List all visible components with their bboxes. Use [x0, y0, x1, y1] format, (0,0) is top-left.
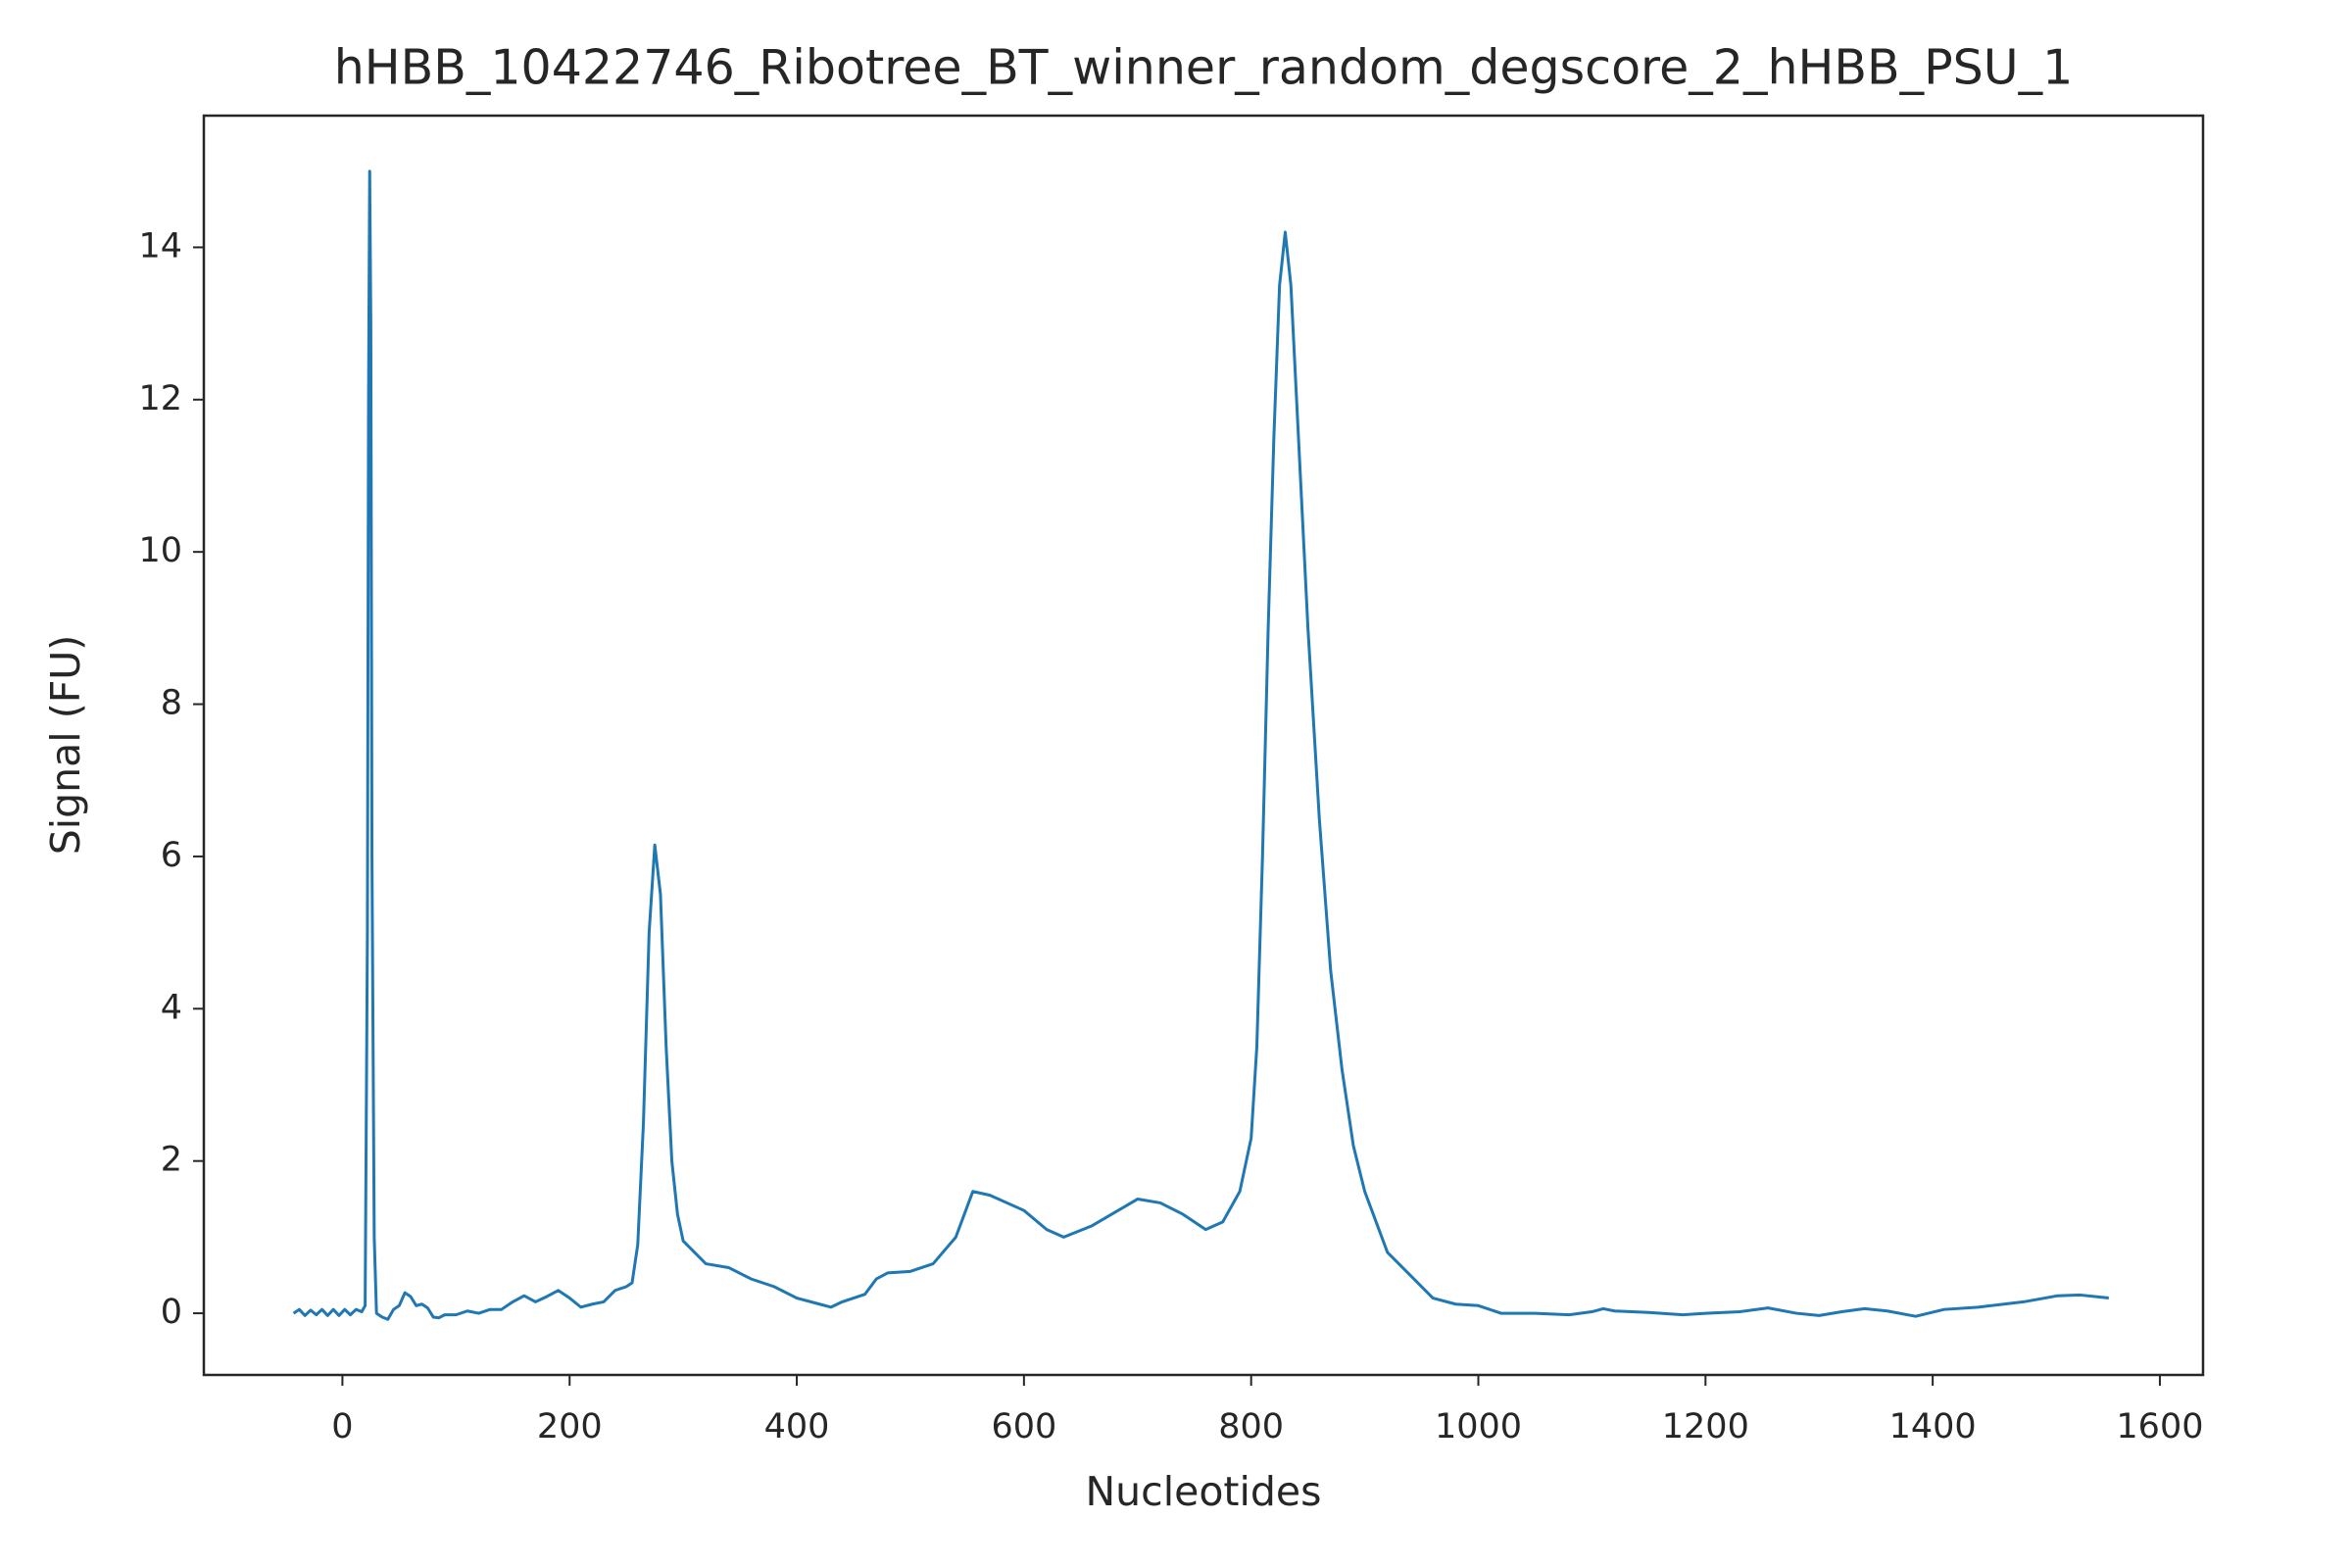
x-tick-label: 600: [991, 1407, 1056, 1446]
x-tick-label: 1200: [1662, 1407, 1749, 1446]
chart-title: hHBB_10422746_Ribotree_BT_winner_random_…: [334, 40, 2074, 96]
x-tick-label: 1000: [1435, 1407, 1522, 1446]
signal-line: [292, 170, 2109, 1321]
y-tick-label: 4: [161, 988, 182, 1027]
y-tick-label: 12: [138, 379, 182, 418]
y-tick-label: 0: [161, 1293, 182, 1332]
plot-frame: [202, 114, 2205, 1377]
x-tick-label: 200: [537, 1407, 603, 1446]
x-tick-label: 1400: [1889, 1407, 1977, 1446]
y-tick-label: 8: [161, 684, 182, 723]
y-tick-label: 6: [161, 836, 182, 875]
x-tick-label: 0: [331, 1407, 353, 1446]
x-tick-label: 1600: [2116, 1407, 2203, 1446]
y-tick-label: 2: [161, 1141, 182, 1180]
y-axis-label: Signal (FU): [42, 635, 89, 856]
y-tick-label: 10: [138, 531, 182, 570]
y-tick-label: 14: [138, 226, 182, 266]
x-tick-label: 800: [1218, 1407, 1284, 1446]
x-tick-label: 400: [764, 1407, 830, 1446]
x-axis-label: Nucleotides: [1086, 1468, 1322, 1515]
